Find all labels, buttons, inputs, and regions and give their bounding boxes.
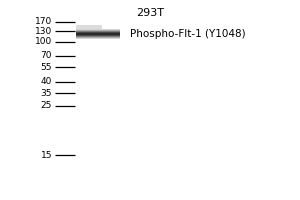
- Bar: [76, 37, 120, 38]
- Bar: [76, 35, 120, 36]
- Bar: [76, 29, 120, 30]
- Bar: [76, 33, 120, 34]
- Text: 293T: 293T: [136, 8, 164, 18]
- Bar: [76, 30, 120, 31]
- Bar: [76, 38, 120, 39]
- Text: 170: 170: [35, 18, 52, 26]
- Text: 70: 70: [40, 51, 52, 60]
- Bar: [76, 31, 120, 32]
- Bar: [76, 36, 120, 37]
- Bar: [76, 25, 102, 29]
- Text: Phospho-Flt-1 (Y1048): Phospho-Flt-1 (Y1048): [130, 29, 246, 39]
- Text: 130: 130: [35, 26, 52, 36]
- Text: 25: 25: [40, 102, 52, 110]
- Text: 40: 40: [40, 77, 52, 86]
- Text: 35: 35: [40, 88, 52, 98]
- Bar: [76, 32, 120, 33]
- Text: 100: 100: [35, 38, 52, 46]
- Bar: [76, 34, 120, 35]
- Text: 55: 55: [40, 62, 52, 72]
- Text: 15: 15: [40, 150, 52, 160]
